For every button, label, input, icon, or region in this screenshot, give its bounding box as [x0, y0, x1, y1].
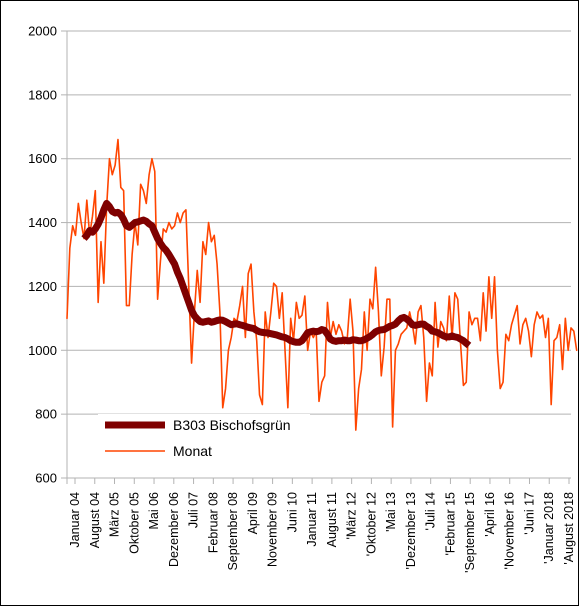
x-tick-label: Mai 06	[147, 492, 161, 530]
x-tick-label: September 08	[226, 492, 240, 571]
y-tick-label: 1800	[28, 87, 57, 102]
x-tick-label: Juli 07	[187, 492, 201, 528]
x-tick-label: Oktober 05	[127, 492, 141, 554]
y-tick-label: 1200	[28, 279, 57, 294]
y-tick-label: 2000	[28, 24, 57, 39]
x-tick-label: November 09	[266, 492, 280, 567]
y-tick-label: 1400	[28, 215, 57, 230]
x-tick-label: März 05	[108, 492, 122, 537]
legend-label: Monat	[173, 443, 212, 459]
x-tick-label: 'März 12	[345, 492, 359, 540]
x-tick-label: 'April 16	[483, 492, 497, 537]
x-tick-label: 'November 16	[503, 492, 517, 569]
y-tick-label: 600	[35, 471, 57, 486]
x-tick-label: 'August 2018	[562, 492, 576, 565]
x-tick-label: April 09	[246, 492, 260, 534]
legend-background	[98, 414, 310, 436]
legend-background	[98, 440, 310, 462]
x-axis: Januar 04 August 04 März 05 Oktober 05 Mai 0…	[68, 478, 576, 573]
series-line-monat	[66, 138, 578, 431]
y-tick-label: 1600	[28, 151, 57, 166]
y-axis-ticks: 600 800 1000 1200 1400 1600 1800 2000	[28, 24, 68, 486]
legend: B303 Bischofsgrün Monat	[98, 414, 310, 462]
series-layer	[66, 138, 578, 431]
y-tick-label: 800	[35, 407, 57, 422]
x-tick-label: 'Oktober 12	[364, 492, 378, 556]
x-tick-label: 'Juli 14	[424, 492, 438, 531]
x-tick-label: Juni 10	[285, 492, 299, 532]
y-tick-label: 1000	[28, 343, 57, 358]
x-tick-label: Januar 04	[68, 492, 82, 548]
x-tick-label: August 11	[325, 492, 339, 547]
x-tick-label: 'September 15	[463, 492, 477, 573]
x-tick-label: 'Juni 17	[522, 492, 536, 535]
x-tick-label: 'Februar 15	[443, 492, 457, 556]
gridlines	[67, 30, 571, 479]
x-tick-label: August 04	[88, 492, 102, 548]
x-tick-label: 'Januar 2018	[542, 492, 556, 564]
series-line-b303-bischofsgruen	[81, 199, 472, 349]
x-tick-label: Januar 11	[305, 492, 319, 547]
legend-label: B303 Bischofsgrün	[173, 417, 291, 433]
x-tick-label: Dezember 06	[167, 492, 181, 567]
x-tick-label: Februar 08	[206, 492, 220, 553]
x-tick-label: 'Mai 13	[384, 492, 398, 532]
x-tick-label: 'Dezember 13	[404, 492, 418, 569]
